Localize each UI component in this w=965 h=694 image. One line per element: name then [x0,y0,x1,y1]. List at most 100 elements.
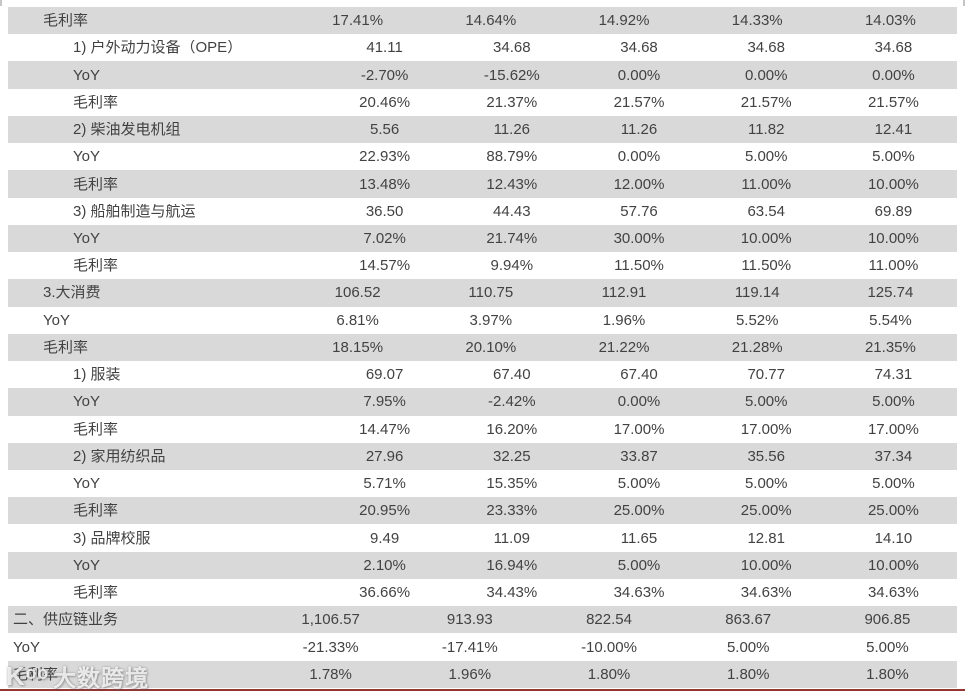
cell-value: 21.57% [867,93,919,111]
cell-value: 16.94% [486,556,538,574]
cell-value: -10.00% [581,638,637,656]
cell-value: 18.15% [332,338,384,356]
cell-value: 35.56 [747,447,785,465]
cell-value: 12.41 [874,121,913,139]
cell-value: 34.68 [747,39,785,57]
table-row: YoY 5.71% 15.35% 5.00% 5.00% 5.00% [8,470,957,497]
table-row: YoY -21.33% -17.41% -10.00% 5.00% 5.00% [8,633,957,660]
cell-value: 5.00% [872,475,915,493]
cell-value: 36.50 [365,202,404,220]
row-label: 2) 柴油发电机组 [73,122,181,138]
table-row: 毛利率 14.47% 16.20% 17.00% 17.00% 17.00% [8,416,957,443]
table-row: 毛利率 18.15% 20.10% 21.22% 21.28% 21.35% [8,333,957,362]
cell-value: 1.96% [448,665,492,683]
cell-value: 25.00% [740,502,792,520]
row-label: 毛利率 [73,503,119,519]
cell-value: 906.85 [864,611,911,629]
row-label: 毛利率 [73,421,119,437]
cell-value: 21.28% [731,338,783,356]
cell-value: 34.63% [740,584,792,602]
row-label: 毛利率 [73,176,119,192]
cell-value: 0.00% [617,148,661,166]
cell-value: 12.43% [486,175,538,193]
cell-value: 22.93% [359,148,411,166]
cell-value: 119.14 [734,284,780,302]
table-row: 1) 户外动力设备（OPE） 41.11 34.68 34.68 34.68 34.68 [8,34,957,61]
table-row: 二、供应链业务 1,106.57 913.93 822.54 863.67 906.85 [8,606,957,634]
cell-value: 20.10% [465,338,517,356]
table-row: 毛利率 20.46% 21.37% 21.57% 21.57% 21.57% [8,89,957,116]
table-row: YoY 2.10% 16.94% 5.00% 10.00% 10.00% [8,551,957,579]
cell-value: 7.02% [363,229,406,247]
cell-value: 1.80% [587,665,631,683]
row-label: YoY [73,476,100,492]
cell-value: 5.56 [370,121,400,139]
cell-value: 21.37% [486,93,538,111]
cell-value: 5.71% [363,475,406,493]
cell-value: 14.33% [731,12,783,30]
cell-value: 11.00% [741,175,792,193]
cell-value: 1.96% [602,311,646,329]
cell-value: 5.00% [617,475,661,493]
cell-value: 17.00% [867,420,919,438]
cell-value: 67.40 [620,366,658,384]
cell-value: 21.35% [864,338,916,356]
cell-value: 863.67 [725,611,772,629]
cell-value: 7.95% [363,393,406,411]
row-label: 毛利率 [13,666,59,682]
row-label: 二、供应链业务 [13,612,119,628]
cell-value: 13.48% [359,175,411,193]
cell-value: 2.10% [363,556,406,574]
cell-value: 44.43 [493,202,531,220]
table-row: 毛利率 14.57% 9.94% 11.50% 11.50% 11.00% [8,252,957,279]
cell-value: 20.46% [359,93,411,111]
cell-value: 10.00% [867,175,919,193]
cell-value: 10.00% [740,229,792,247]
cell-value: 5.00% [726,638,770,656]
table-row: YoY 22.93% 88.79% 0.00% 5.00% 5.00% [8,143,957,170]
cell-value: 11.09 [493,529,531,547]
cell-value: 30.00% [613,229,665,247]
cell-value: 15.35% [486,475,538,493]
row-label: YoY [73,67,100,83]
cell-value: 913.93 [446,611,493,629]
cell-value: 10.00% [867,556,919,574]
cell-value: 69.07 [365,366,404,384]
row-label: YoY [73,394,100,410]
cell-value: 34.63% [613,584,665,602]
cell-value: 9.94% [490,257,534,275]
cell-value: 11.82 [747,121,785,139]
cell-value: 14.92% [598,12,650,30]
cell-value: 14.10 [874,529,913,547]
row-label: 毛利率 [43,339,89,355]
cell-value: -17.41% [441,638,498,656]
cell-value: 11.65 [620,529,658,547]
cell-value: 5.00% [866,638,909,656]
cell-value: 1.80% [726,665,770,683]
cell-value: 11.50% [741,257,792,275]
cell-value: 0.00% [744,66,788,84]
cell-value: 17.41% [332,12,384,30]
crop-artifact-left-tick [0,0,2,6]
cell-value: -21.33% [302,638,359,656]
cell-value: 10.00% [740,556,792,574]
table-row: YoY 6.81% 3.97% 1.96% 5.52% 5.54% [8,307,957,334]
row-label: 3.大消费 [43,285,101,301]
cell-value: 3.97% [469,311,513,329]
cell-value: 106.52 [334,284,381,302]
cell-value: 1.78% [309,665,352,683]
table-row: YoY 7.02% 21.74% 30.00% 10.00% 10.00% [8,224,957,253]
cell-value: 5.00% [744,148,788,166]
cell-value: 11.50% [614,257,664,275]
cell-value: 5.00% [872,148,915,166]
cell-value: 6.81% [336,311,379,329]
row-label: 1) 户外动力设备（OPE） [73,40,243,56]
cell-value: 112.91 [601,284,647,302]
table-row: 3.大消费 106.52 110.75 112.91 119.14 125.74 [8,279,957,307]
cell-value: 14.64% [465,12,517,30]
cell-value: 12.81 [747,529,785,547]
table-row: 3) 品牌校服 9.49 11.09 11.65 12.81 14.10 [8,524,957,551]
row-label: YoY [43,312,70,328]
cell-value: -2.42% [488,393,536,411]
